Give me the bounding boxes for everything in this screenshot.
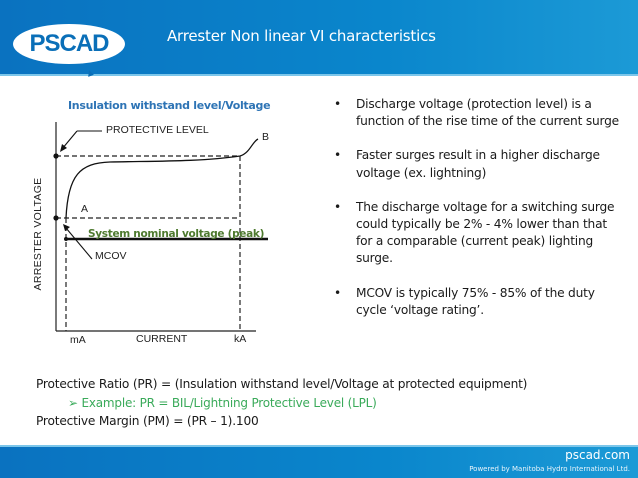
footer-powered-by: Powered by Manitoba Hydro International … [469,465,630,473]
bullet-marker: • [334,285,341,300]
bullet-list: • Discharge voltage (protection level) is… [334,96,624,336]
point-b-label: B [262,131,270,143]
bullet-item: • Faster surges result in a higher discha… [334,147,624,181]
protective-margin-text: Protective Margin (PM) = (PR – 1).100 [36,414,259,428]
example-text: ➢ Example: PR = BIL/Lightning Protective… [68,396,377,410]
x-tick-ma: mA [70,334,86,346]
bullet-text: Discharge voltage (protection level) is … [356,97,619,129]
x-tick-ka: kA [234,333,247,345]
footer-banner [0,447,638,478]
bullet-marker: • [334,199,341,214]
bullet-item: • The discharge voltage for a switching s… [334,199,624,268]
slide-title: Arrester Non linear VI characteristics [167,27,436,45]
diagram-title: Insulation withstand level/Voltage [68,99,271,112]
x-axis-label: CURRENT [136,333,188,345]
bullet-item: • MCOV is typically 75% - 85% of the duty… [334,285,624,319]
y-axis-label: ARRESTER VOLTAGE [32,177,44,291]
mcov-dot [53,215,59,221]
bullet-text: Faster surges result in a higher dischar… [356,148,600,180]
header-divider [0,74,638,76]
footer-site-link[interactable]: pscad.com [565,448,630,462]
footer-divider [0,445,638,447]
bullet-item: • Discharge voltage (protection level) is… [334,96,624,130]
bullet-text: MCOV is typically 75% - 85% of the duty … [356,285,595,317]
bullet-text: The discharge voltage for a switching su… [356,199,615,266]
point-a-label: A [81,203,89,215]
arrow-head-icon [63,224,70,231]
pscad-logo: PSCAD [13,24,125,77]
vi-curve [65,138,259,219]
nominal-voltage-label: System nominal voltage (peak) [88,228,265,240]
mcov-label: MCOV [95,250,127,262]
protective-level-dot [53,153,59,159]
protective-level-label: PROTECTIVE LEVEL [106,124,209,136]
mcov-leader [65,227,93,260]
bullet-marker: • [334,148,341,163]
bullet-marker: • [334,97,341,111]
protective-ratio-text: Protective Ratio (PR) = (Insulation with… [36,377,528,391]
arrow-head-icon [60,144,67,152]
logo-text: PSCAD [29,30,109,57]
